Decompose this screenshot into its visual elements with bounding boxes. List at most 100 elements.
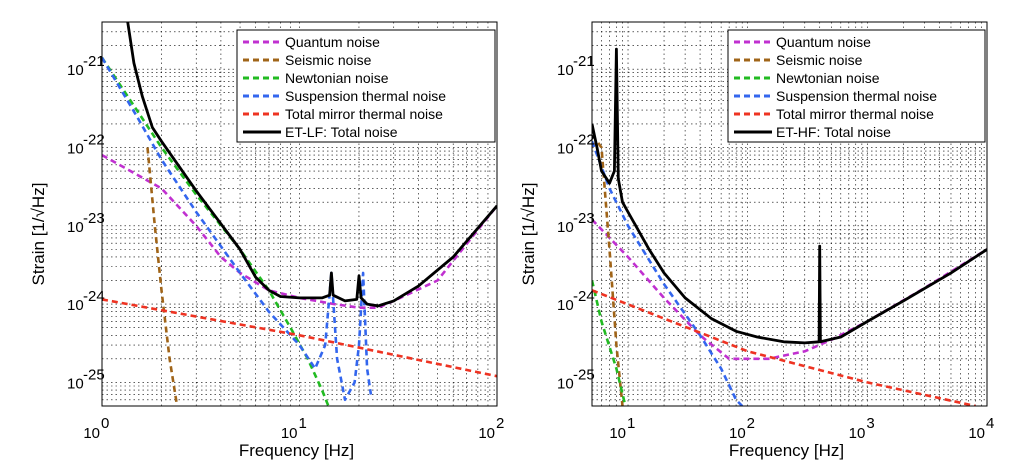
legend-box	[236, 29, 496, 143]
legend-item: Total mirror thermal noise	[734, 106, 934, 122]
y-tick-base: 10	[67, 62, 84, 79]
x-tick-exponent: 1	[627, 415, 635, 432]
legend-item: Quantum noise	[243, 34, 380, 50]
series-line-total-mirror-thermal-noise	[102, 298, 497, 378]
plot-frame	[101, 21, 498, 407]
series-line-newtonian-noise	[102, 56, 330, 406]
series-group	[102, 22, 497, 406]
series-group	[592, 47, 987, 406]
y-tick-exponent: -24	[573, 288, 595, 305]
y-tick-label: 10-22	[67, 131, 105, 157]
x-tick-label: 100	[83, 415, 109, 442]
legend-item: ET-LF: Total noise	[243, 124, 398, 140]
y-tick-exponent: -22	[83, 131, 105, 148]
x-tick-base: 10	[478, 425, 495, 442]
x-axis-label: Frequency [Hz]	[729, 441, 844, 460]
y-axis-label: Strain [1/√Hz]	[519, 183, 538, 286]
x-tick-exponent: 3	[866, 415, 874, 432]
y-tick-base: 10	[557, 297, 574, 314]
x-tick-exponent: 2	[496, 415, 504, 432]
series-line-total-mirror-thermal-noise	[592, 289, 976, 406]
y-tick-label: 10-24	[67, 288, 105, 314]
y-tick-label: 10-22	[557, 131, 595, 157]
series-line-quantum-noise	[592, 218, 987, 361]
legend-item: Total mirror thermal noise	[243, 106, 443, 122]
series-line-seismic-noise	[592, 140, 624, 406]
legend-label: Quantum noise	[776, 34, 871, 50]
x-tick-label: 102	[729, 415, 755, 442]
x-tick-label: 104	[968, 415, 994, 442]
legend-label: ET-HF: Total noise	[776, 124, 891, 140]
series-line-et-lf-total-noise	[126, 22, 497, 308]
x-tick-exponent: 1	[299, 415, 307, 432]
y-axis-label: Strain [1/√Hz]	[29, 183, 48, 286]
y-tick-base: 10	[557, 219, 574, 236]
legend-label: Suspension thermal noise	[285, 88, 446, 104]
y-tick-label: 10-25	[557, 366, 595, 392]
legend-item: Newtonian noise	[243, 70, 389, 86]
legend-label: Newtonian noise	[776, 70, 880, 86]
y-tick-base: 10	[67, 297, 84, 314]
legend-item: Newtonian noise	[734, 70, 880, 86]
y-tick-base: 10	[67, 375, 84, 392]
x-tick-label: 101	[609, 415, 635, 442]
plot-frame	[591, 21, 988, 407]
legend-item: Seismic noise	[243, 52, 372, 68]
chart-panel-2: 10110210310410-2510-2410-2310-2210-21Fre…	[519, 21, 994, 460]
series-line-suspension-thermal-noise	[102, 57, 373, 402]
y-tick-exponent: -21	[573, 53, 595, 70]
x-tick-label: 102	[478, 415, 504, 442]
y-tick-exponent: -21	[83, 53, 105, 70]
legend-label: Total mirror thermal noise	[285, 106, 443, 122]
x-tick-exponent: 4	[986, 415, 994, 432]
y-tick-exponent: -23	[573, 210, 595, 227]
x-tick-label: 101	[281, 415, 307, 442]
y-tick-base: 10	[67, 219, 84, 236]
series-line-et-hf-total-noise	[592, 47, 987, 345]
legend-item: Seismic noise	[734, 52, 863, 68]
y-tick-label: 10-23	[557, 210, 595, 236]
x-tick-exponent: 2	[747, 415, 755, 432]
x-tick-label: 103	[849, 415, 875, 442]
y-tick-base: 10	[557, 62, 574, 79]
series-line-seismic-noise	[146, 147, 179, 406]
y-tick-exponent: -23	[83, 210, 105, 227]
legend-label: Suspension thermal noise	[776, 88, 937, 104]
legend-label: Quantum noise	[285, 34, 380, 50]
series-line-quantum-noise	[102, 153, 497, 309]
x-axis-label: Frequency [Hz]	[239, 441, 354, 460]
series-line-newtonian-noise	[592, 280, 627, 406]
y-tick-label: 10-23	[67, 210, 105, 236]
legend-label: Seismic noise	[285, 52, 372, 68]
x-tick-base: 10	[609, 425, 626, 442]
x-tick-base: 10	[968, 425, 985, 442]
y-tick-label: 10-25	[67, 366, 105, 392]
legend-label: Newtonian noise	[285, 70, 389, 86]
legend: Quantum noise Seismic noise Newtonian nois…	[727, 29, 986, 143]
chart-panel-1: 10010110210-2510-2410-2310-2210-21Freque…	[29, 21, 504, 460]
legend: Quantum noise Seismic noise Newtonian nois…	[236, 29, 496, 143]
y-tick-base: 10	[67, 140, 84, 157]
legend-label: ET-LF: Total noise	[285, 124, 398, 140]
x-tick-base: 10	[281, 425, 298, 442]
x-tick-base: 10	[849, 425, 866, 442]
legend-item: Quantum noise	[734, 34, 871, 50]
x-tick-base: 10	[729, 425, 746, 442]
y-tick-label: 10-24	[557, 288, 595, 314]
legend-label: Seismic noise	[776, 52, 863, 68]
legend-item: ET-HF: Total noise	[734, 124, 891, 140]
x-tick-base: 10	[83, 425, 100, 442]
y-tick-label: 10-21	[557, 53, 595, 79]
legend-item: Suspension thermal noise	[243, 88, 446, 104]
y-tick-exponent: -22	[573, 131, 595, 148]
y-tick-label: 10-21	[67, 53, 105, 79]
series-line-suspension-thermal-noise	[592, 140, 744, 406]
legend-item: Suspension thermal noise	[734, 88, 937, 104]
legend-label: Total mirror thermal noise	[776, 106, 934, 122]
y-tick-base: 10	[557, 375, 574, 392]
y-tick-exponent: -25	[573, 366, 595, 383]
y-tick-base: 10	[557, 140, 574, 157]
x-tick-exponent: 0	[101, 415, 109, 432]
y-tick-exponent: -25	[83, 366, 105, 383]
